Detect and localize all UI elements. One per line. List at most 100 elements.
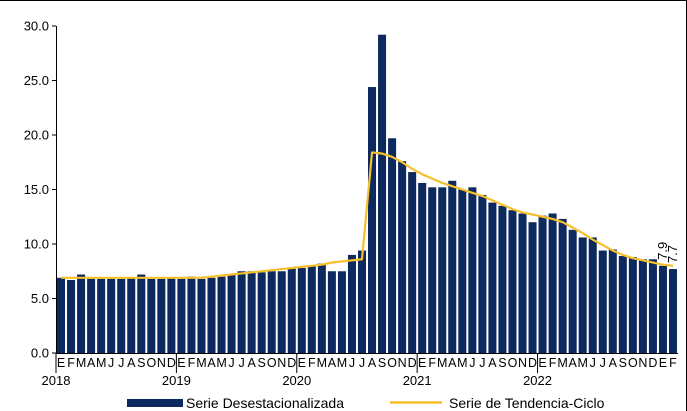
bar xyxy=(548,213,557,353)
bar xyxy=(267,271,276,353)
x-tick-label: S xyxy=(378,356,386,370)
data-label: 7.7 xyxy=(665,245,680,263)
bar xyxy=(77,274,86,353)
bar xyxy=(648,259,657,353)
bar xyxy=(468,187,477,353)
y-tick-label: 30.0 xyxy=(24,19,49,34)
x-tick-label: D xyxy=(528,356,537,370)
x-tick-label: M xyxy=(96,356,106,370)
bar xyxy=(488,202,497,353)
x-tick-label: S xyxy=(619,356,627,370)
x-tick-label: N xyxy=(277,356,286,370)
x-tick-label: F xyxy=(188,356,196,370)
bar xyxy=(368,87,377,353)
x-tick-label: J xyxy=(600,356,606,370)
bar xyxy=(458,189,467,353)
x-tick-label: O xyxy=(508,356,518,370)
x-tick-label: A xyxy=(247,356,256,370)
bar xyxy=(538,215,547,353)
bar xyxy=(257,272,266,353)
legend-bar-swatch xyxy=(127,399,183,407)
bar xyxy=(227,274,236,353)
bar xyxy=(658,265,667,353)
x-tick-label: E xyxy=(659,356,667,370)
bar xyxy=(508,210,517,353)
bar xyxy=(157,278,166,353)
x-tick-label: M xyxy=(577,356,587,370)
x-tick-label: F xyxy=(67,356,75,370)
bar xyxy=(357,250,366,353)
legend-line-label: Serie de Tendencia-Ciclo xyxy=(449,395,605,411)
bar xyxy=(337,271,346,353)
y-tick-label: 10.0 xyxy=(24,237,49,252)
bar xyxy=(237,271,246,353)
x-tick-label: E xyxy=(298,356,306,370)
bar xyxy=(598,250,607,353)
bar xyxy=(307,265,316,353)
year-label: 2019 xyxy=(162,373,191,388)
x-tick-label: F xyxy=(669,356,677,370)
bar xyxy=(418,182,427,353)
bar xyxy=(618,255,627,353)
bar xyxy=(668,269,677,353)
bar xyxy=(137,274,146,353)
bar xyxy=(608,249,617,353)
x-tick-label: D xyxy=(167,356,176,370)
x-tick-label: D xyxy=(408,356,417,370)
x-tick-label: O xyxy=(387,356,397,370)
legend: Serie Desestacionalizada Serie de Tenden… xyxy=(127,395,605,411)
x-tick-label: F xyxy=(549,356,557,370)
y-tick-label: 5.0 xyxy=(31,291,49,306)
x-tick-label: S xyxy=(137,356,145,370)
x-tick-label: M xyxy=(317,356,327,370)
x-tick-label: J xyxy=(228,356,234,370)
x-tick-label: E xyxy=(538,356,546,370)
x-tick-label: M xyxy=(337,356,347,370)
x-tick-label: J xyxy=(469,356,475,370)
x-tick-label: J xyxy=(590,356,596,370)
bar xyxy=(107,278,116,353)
x-tick-label: M xyxy=(437,356,447,370)
bar-series xyxy=(57,34,677,353)
bar xyxy=(147,278,156,353)
x-tick-label: N xyxy=(157,356,166,370)
year-label: 2018 xyxy=(42,373,71,388)
bar xyxy=(518,213,527,353)
trend-line xyxy=(61,151,674,279)
x-tick-label: N xyxy=(638,356,647,370)
x-tick-label: M xyxy=(457,356,467,370)
bar xyxy=(67,279,76,353)
x-tick-label: A xyxy=(328,356,337,370)
x-tick-label: A xyxy=(568,356,577,370)
x-tick-label: M xyxy=(196,356,206,370)
bar xyxy=(438,187,447,353)
bar xyxy=(428,187,437,353)
x-tick-label: S xyxy=(498,356,506,370)
x-tick-label: N xyxy=(518,356,527,370)
bar xyxy=(207,277,216,353)
x-tick-label: E xyxy=(177,356,185,370)
legend-bar-label: Serie Desestacionalizada xyxy=(186,395,344,411)
bar xyxy=(347,254,356,353)
y-tick-label: 20.0 xyxy=(24,128,49,143)
year-label: 2021 xyxy=(403,373,432,388)
year-label: 2022 xyxy=(523,373,552,388)
bar xyxy=(638,259,647,353)
bar xyxy=(448,180,457,353)
x-tick-label: A xyxy=(127,356,136,370)
x-tick-label: A xyxy=(207,356,216,370)
x-tick-label: F xyxy=(428,356,436,370)
bar xyxy=(528,222,537,353)
x-tick-label: M xyxy=(76,356,86,370)
x-tick-label: J xyxy=(349,356,355,370)
bar xyxy=(317,263,326,353)
x-tick-label: J xyxy=(238,356,244,370)
x-tick-label: A xyxy=(609,356,618,370)
bar xyxy=(568,229,577,353)
x-tick-label: D xyxy=(287,356,296,370)
x-tick-label: J xyxy=(479,356,485,370)
bar xyxy=(277,271,286,353)
bar xyxy=(287,267,296,353)
bar xyxy=(247,271,256,353)
